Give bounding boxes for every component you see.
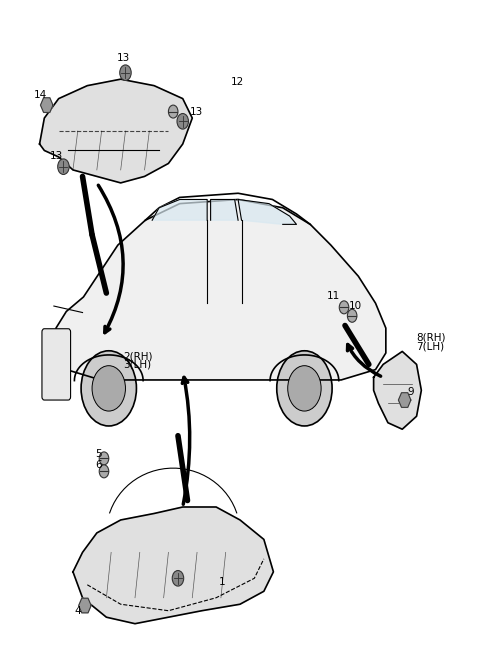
Polygon shape: [211, 199, 238, 220]
Text: 8(RH): 8(RH): [417, 332, 446, 342]
Circle shape: [99, 465, 109, 478]
Circle shape: [172, 570, 184, 586]
Circle shape: [277, 351, 332, 426]
Text: 14: 14: [34, 90, 47, 100]
Polygon shape: [73, 507, 274, 624]
Polygon shape: [39, 79, 192, 183]
Text: 1: 1: [218, 577, 225, 587]
Circle shape: [168, 105, 178, 118]
Text: 9: 9: [407, 387, 414, 396]
Circle shape: [92, 366, 125, 411]
Text: 7(LH): 7(LH): [417, 341, 444, 352]
Circle shape: [99, 452, 109, 465]
Text: 13: 13: [190, 107, 203, 117]
FancyBboxPatch shape: [42, 329, 71, 400]
Polygon shape: [40, 98, 53, 113]
Text: 6: 6: [95, 460, 102, 470]
Text: 11: 11: [327, 292, 340, 301]
Circle shape: [81, 351, 136, 426]
Text: 13: 13: [117, 53, 130, 63]
Circle shape: [339, 301, 349, 314]
Polygon shape: [56, 199, 386, 380]
Text: 2(RH): 2(RH): [123, 351, 153, 361]
Text: 13: 13: [50, 150, 63, 161]
Polygon shape: [152, 199, 207, 220]
Circle shape: [120, 65, 131, 81]
Polygon shape: [373, 352, 421, 429]
Circle shape: [58, 159, 69, 174]
Circle shape: [348, 309, 357, 322]
Text: 4: 4: [75, 605, 82, 616]
Text: 3(LH): 3(LH): [123, 359, 151, 370]
Polygon shape: [398, 393, 411, 408]
Polygon shape: [79, 598, 91, 613]
Circle shape: [288, 366, 321, 411]
Polygon shape: [238, 199, 297, 225]
Text: 10: 10: [349, 301, 362, 311]
Text: 12: 12: [230, 77, 244, 87]
Circle shape: [177, 113, 189, 129]
Text: 5: 5: [95, 449, 102, 459]
